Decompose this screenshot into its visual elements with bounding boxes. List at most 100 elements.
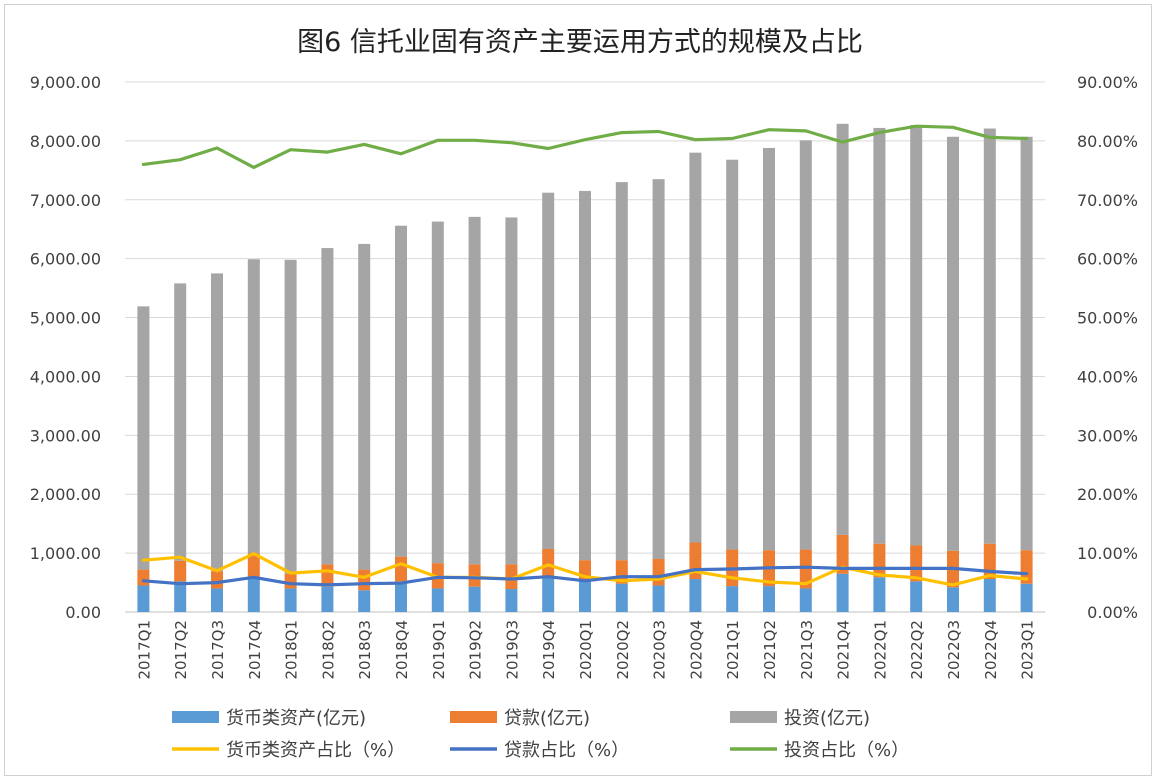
- bar-3: [799, 140, 812, 550]
- y-left-tick-label: 1,000.00: [30, 544, 101, 563]
- x-tick-label: 2022Q3: [945, 620, 963, 680]
- bar-1: [910, 581, 923, 612]
- bar-2: [836, 534, 849, 574]
- x-tick-label: 2019Q3: [503, 620, 521, 680]
- bar-2: [505, 564, 518, 590]
- bar-1: [652, 585, 665, 612]
- bar-2: [358, 569, 371, 591]
- bar-3: [468, 216, 481, 565]
- x-tick-label: 2018Q3: [356, 620, 374, 680]
- bar-1: [542, 577, 555, 612]
- bar-2: [873, 543, 886, 578]
- bar-2: [137, 569, 150, 586]
- bar-1: [615, 583, 628, 612]
- chart-svg: 图6 信托业固有资产主要运用方式的规模及占比 0.00 1,000.00 2,000…: [30, 27, 1138, 761]
- bar-2: [1020, 550, 1033, 584]
- y-left-tick-label: 0.00: [65, 603, 101, 622]
- bar-3: [505, 217, 518, 565]
- y-right-tick-label: 50.00%: [1077, 309, 1138, 328]
- bar-marks: [137, 123, 1033, 612]
- bar-3: [211, 273, 223, 572]
- x-tick-label: 2017Q1: [135, 620, 153, 680]
- y-left-tick-label: 7,000.00: [30, 191, 101, 210]
- x-tick-label: 2018Q2: [319, 620, 337, 680]
- bar-2: [652, 559, 665, 586]
- bar-3: [836, 123, 849, 535]
- x-tick-label: 2022Q1: [871, 620, 889, 680]
- bar-3: [395, 225, 407, 557]
- x-tick-label: 2020Q3: [651, 620, 669, 680]
- y-axis-right: 0.00% 10.00% 20.00% 30.00% 40.00% 50.00% 60.00…: [1077, 73, 1138, 622]
- bar-1: [505, 589, 518, 612]
- x-tick-label: 2022Q2: [908, 620, 926, 680]
- line-series-1: [141, 552, 1029, 587]
- bar-1: [468, 586, 481, 612]
- legend-label: 贷款(亿元): [504, 708, 590, 729]
- bar-3: [358, 243, 371, 570]
- bar-3: [321, 248, 334, 565]
- y-right-tick-label: 0.00%: [1087, 603, 1138, 622]
- bar-3: [542, 192, 555, 549]
- x-tick-label: 2020Q1: [577, 620, 595, 680]
- x-axis: 2017Q1 2017Q2 2017Q3 2017Q4 2018Q1 2018Q2 2018…: [135, 620, 1036, 680]
- bar-2: [910, 545, 923, 582]
- bar-3: [615, 182, 628, 561]
- bar-1: [174, 581, 187, 612]
- bar-3: [1020, 136, 1033, 551]
- legend-label: 投资占比（%）: [784, 740, 909, 761]
- y-right-tick-label: 70.00%: [1077, 191, 1138, 210]
- bar-1: [947, 587, 959, 612]
- bar-3: [947, 136, 959, 551]
- x-tick-label: 2020Q4: [687, 620, 705, 680]
- x-tick-label: 2021Q2: [761, 620, 779, 680]
- bar-1: [983, 579, 996, 612]
- bar-1: [763, 586, 775, 612]
- legend-swatch: [172, 711, 219, 723]
- bar-1: [395, 581, 407, 612]
- y-right-tick-label: 10.00%: [1077, 544, 1138, 563]
- legend-swatch: [450, 711, 497, 723]
- x-tick-label: 2019Q4: [540, 620, 558, 680]
- bar-1: [358, 590, 371, 612]
- bar-1: [1020, 583, 1033, 612]
- x-tick-label: 2017Q2: [172, 620, 190, 680]
- chart-title: 图6 信托业固有资产主要运用方式的规模及占比: [297, 27, 863, 58]
- bar-3: [689, 152, 702, 543]
- bar-2: [247, 553, 260, 577]
- x-tick-label: 2019Q2: [467, 620, 485, 680]
- bar-1: [321, 586, 334, 612]
- bar-2: [395, 556, 407, 582]
- y-left-tick-label: 9,000.00: [30, 73, 101, 92]
- y-right-tick-label: 60.00%: [1077, 250, 1138, 269]
- y-left-tick-label: 4,000.00: [30, 367, 101, 386]
- y-left-tick-label: 2,000.00: [30, 485, 101, 504]
- bar-3: [726, 159, 739, 550]
- bar-3: [763, 147, 775, 551]
- bar-3: [174, 283, 187, 561]
- bar-3: [247, 259, 260, 554]
- x-tick-label: 2022Q4: [982, 620, 1000, 680]
- bar-3: [431, 221, 444, 564]
- x-tick-label: 2017Q4: [246, 620, 264, 680]
- legend-label: 投资(亿元): [784, 708, 870, 729]
- y-left-tick-label: 3,000.00: [30, 426, 101, 445]
- bar-3: [910, 124, 923, 546]
- y-left-tick-label: 6,000.00: [30, 250, 101, 269]
- bar-1: [799, 588, 812, 612]
- y-right-tick-label: 80.00%: [1077, 132, 1138, 151]
- y-left-tick-label: 8,000.00: [30, 132, 101, 151]
- bar-1: [579, 579, 591, 612]
- legend-label: 贷款占比（%）: [504, 740, 629, 761]
- x-tick-label: 2023Q1: [1019, 620, 1037, 680]
- bar-2: [983, 543, 996, 580]
- bar-2: [174, 560, 187, 582]
- x-tick-label: 2018Q1: [283, 620, 301, 680]
- bar-3: [983, 128, 996, 544]
- bar-1: [689, 579, 702, 612]
- line-series-2: [141, 565, 1029, 587]
- bar-1: [431, 588, 444, 612]
- x-tick-label: 2019Q1: [430, 620, 448, 680]
- bar-2: [284, 573, 297, 589]
- bar-1: [284, 588, 297, 612]
- y-right-tick-label: 30.00%: [1077, 426, 1138, 445]
